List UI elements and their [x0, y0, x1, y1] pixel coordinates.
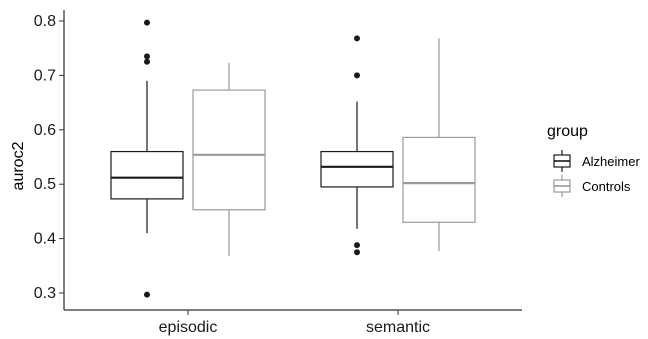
- outlier-point: [144, 19, 150, 26]
- legend-label: Controls: [582, 179, 631, 194]
- y-tick-label: 0.4: [34, 231, 56, 248]
- y-axis: 0.3 0.4 0.5 0.6 0.7 0.8: [34, 13, 64, 302]
- outlier-point: [144, 58, 150, 65]
- y-axis-title: auroc2: [10, 141, 27, 190]
- box-controls-semantic: [402, 38, 476, 252]
- legend-label: Alzheimer: [582, 154, 640, 169]
- box-iqr: [320, 150, 394, 188]
- box-controls-episodic: [192, 62, 266, 257]
- x-axis: episodic semantic: [159, 310, 430, 336]
- legend-key-alzheimer: [553, 150, 571, 172]
- x-tick-label: semantic: [366, 319, 430, 336]
- x-tick-label: episodic: [159, 319, 218, 336]
- box-alzheimer-semantic: [320, 35, 394, 256]
- box-iqr: [402, 136, 476, 223]
- box-iqr: [110, 150, 184, 200]
- outlier-point: [144, 53, 150, 60]
- legend-key-controls: [553, 175, 571, 197]
- y-tick-label: 0.7: [34, 67, 56, 84]
- outlier-point: [354, 242, 360, 249]
- outlier-point: [144, 291, 150, 298]
- outlier-point: [354, 249, 360, 256]
- plot-area: [110, 19, 476, 298]
- legend: group Alzheimer Controls: [547, 123, 640, 197]
- legend-title: group: [547, 123, 588, 140]
- y-tick-label: 0.6: [34, 122, 56, 139]
- outlier-point: [354, 72, 360, 79]
- box-alzheimer-episodic: [110, 19, 184, 298]
- box-iqr: [192, 89, 266, 211]
- y-tick-label: 0.8: [34, 13, 56, 30]
- outlier-point: [354, 35, 360, 42]
- y-tick-label: 0.3: [34, 285, 56, 302]
- y-tick-label: 0.5: [34, 176, 56, 193]
